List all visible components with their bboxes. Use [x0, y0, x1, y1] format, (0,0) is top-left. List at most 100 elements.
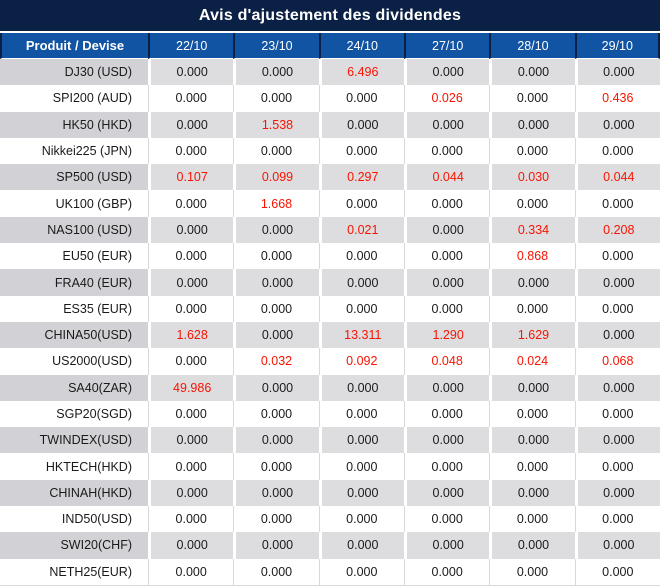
product-cell: US2000(USD) [0, 348, 148, 375]
value-cell: 0.000 [318, 479, 404, 507]
table-row: SWI20(CHF) 0.000 0.000 0.000 0.000 0.000 0.000 [0, 532, 660, 559]
product-cell: IND50(USD) [0, 506, 148, 533]
table-row: IND50(USD) 0.000 0.000 0.000 0.000 0.000 0.000 [0, 506, 660, 533]
product-cell: TWINDEX(USD) [0, 427, 148, 454]
value-cell: 0.000 [233, 243, 319, 270]
value-cell: 0.000 [403, 137, 490, 165]
value-cell: 0.000 [148, 243, 234, 270]
table-row: SGP20(SGD) 0.000 0.000 0.000 0.000 0.000 0.000 [0, 400, 660, 428]
product-cell: HK50 (HKD) [0, 111, 148, 138]
value-cell: 0.000 [403, 532, 490, 559]
value-cell: 0.000 [403, 295, 490, 322]
value-cell: 0.000 [574, 111, 660, 138]
value-cell: 0.000 [489, 111, 575, 138]
table-row: NAS100 (USD) 0.000 0.000 0.021 0.000 0.334 0.2… [0, 216, 660, 244]
value-cell: 0.000 [148, 532, 234, 559]
value-cell: 0.000 [574, 59, 660, 86]
value-cell: 0.000 [148, 400, 234, 428]
value-cell: 0.026 [403, 85, 490, 112]
value-cell: 6.496 [318, 59, 404, 86]
table-row: HKTECH(HKD) 0.000 0.000 0.000 0.000 0.000 0.00… [0, 453, 660, 480]
table-row: US2000(USD) 0.000 0.032 0.092 0.048 0.024 0.06… [0, 348, 660, 375]
value-cell: 1.668 [233, 190, 319, 217]
product-cell: HKTECH(HKD) [0, 453, 148, 480]
table-row: HK50 (HKD) 0.000 1.538 0.000 0.000 0.000 0.000 [0, 111, 660, 138]
value-cell: 0.000 [318, 532, 404, 559]
value-cell: 0.000 [233, 506, 319, 533]
table-row: SP500 (USD) 0.107 0.099 0.297 0.044 0.030 0.04… [0, 164, 660, 191]
value-cell: 0.000 [233, 85, 319, 112]
value-cell: 13.311 [318, 321, 404, 349]
product-cell: SPI200 (AUD) [0, 85, 148, 112]
value-cell: 0.000 [318, 269, 404, 296]
value-cell: 0.000 [318, 295, 404, 322]
value-cell: 0.000 [233, 532, 319, 559]
value-cell: 0.000 [233, 269, 319, 296]
value-cell: 0.000 [148, 453, 234, 480]
value-cell: 0.000 [574, 243, 660, 270]
header-product-devise: Produit / Devise [0, 33, 148, 59]
value-cell: 0.000 [233, 400, 319, 428]
product-cell: CHINA50(USD) [0, 321, 148, 349]
value-cell: 0.000 [318, 111, 404, 138]
value-cell: 1.629 [489, 321, 575, 349]
product-cell: SP500 (USD) [0, 164, 148, 191]
value-cell: 0.000 [318, 506, 404, 533]
value-cell: 0.000 [489, 269, 575, 296]
value-cell: 1.538 [233, 111, 319, 138]
value-cell: 0.000 [318, 374, 404, 401]
value-cell: 49.986 [148, 374, 234, 401]
value-cell: 0.000 [574, 558, 660, 585]
value-cell: 0.021 [318, 216, 404, 244]
product-cell: SGP20(SGD) [0, 400, 148, 428]
table-row: DJ30 (USD) 0.000 0.000 6.496 0.000 0.000 0.000 [0, 59, 660, 86]
value-cell: 0.000 [489, 400, 575, 428]
value-cell: 0.334 [489, 216, 575, 244]
value-cell: 0.000 [148, 506, 234, 533]
value-cell: 0.868 [489, 243, 575, 270]
value-cell: 0.044 [403, 164, 490, 191]
value-cell: 0.000 [574, 269, 660, 296]
header-row: Produit / Devise 22/10 23/10 24/10 27/10 28/1… [0, 33, 660, 59]
value-cell: 0.000 [574, 506, 660, 533]
product-cell: SWI20(CHF) [0, 532, 148, 559]
value-cell: 0.000 [403, 216, 490, 244]
product-cell: CHINAH(HKD) [0, 479, 148, 507]
value-cell: 0.000 [318, 85, 404, 112]
header-date: 29/10 [574, 33, 660, 59]
value-cell: 0.000 [148, 558, 234, 585]
value-cell: 0.000 [403, 453, 490, 480]
value-cell: 0.000 [148, 85, 234, 112]
value-cell: 0.000 [403, 558, 490, 585]
value-cell: 0.000 [148, 190, 234, 217]
value-cell: 0.000 [574, 453, 660, 480]
value-cell: 0.000 [403, 427, 490, 454]
value-cell: 0.000 [489, 506, 575, 533]
value-cell: 0.000 [148, 137, 234, 165]
value-cell: 0.000 [489, 453, 575, 480]
table-row: CHINAH(HKD) 0.000 0.000 0.000 0.000 0.000 0.00… [0, 479, 660, 507]
value-cell: 0.107 [148, 164, 234, 191]
product-cell: FRA40 (EUR) [0, 269, 148, 296]
table-row: TWINDEX(USD) 0.000 0.000 0.000 0.000 0.000 0.0… [0, 427, 660, 454]
value-cell: 1.290 [403, 321, 490, 349]
table-row: CHINA50(USD) 1.628 0.000 13.311 1.290 1.629 0.… [0, 321, 660, 349]
table-row: EU50 (EUR) 0.000 0.000 0.000 0.000 0.868 0.000 [0, 243, 660, 270]
value-cell: 0.000 [318, 453, 404, 480]
value-cell: 0.044 [574, 164, 660, 191]
product-cell: DJ30 (USD) [0, 59, 148, 86]
value-cell: 0.000 [148, 427, 234, 454]
value-cell: 0.000 [233, 453, 319, 480]
value-cell: 0.000 [574, 295, 660, 322]
value-cell: 0.000 [489, 427, 575, 454]
value-cell: 0.000 [148, 59, 234, 86]
value-cell: 0.068 [574, 348, 660, 375]
value-cell: 0.000 [148, 111, 234, 138]
value-cell: 0.000 [489, 532, 575, 559]
product-cell: SA40(ZAR) [0, 374, 148, 401]
value-cell: 0.000 [318, 190, 404, 217]
value-cell: 1.628 [148, 321, 234, 349]
value-cell: 0.000 [233, 321, 319, 349]
value-cell: 0.000 [233, 59, 319, 86]
